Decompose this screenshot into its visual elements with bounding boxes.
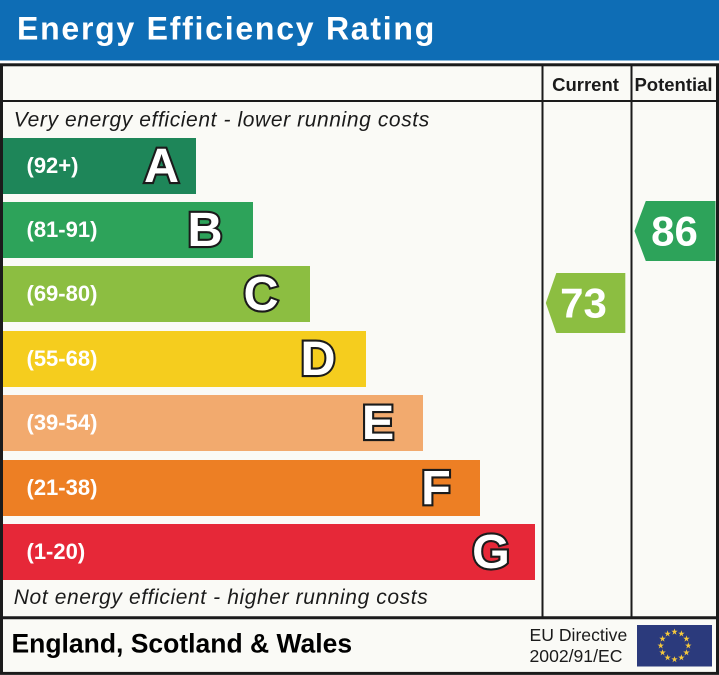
- svg-text:EU Directive: EU Directive: [530, 625, 628, 645]
- svg-text:A: A: [144, 139, 179, 193]
- svg-text:73: 73: [560, 279, 607, 326]
- svg-text:(21-38): (21-38): [27, 475, 98, 500]
- svg-text:E: E: [362, 396, 394, 450]
- svg-text:(1-20): (1-20): [27, 539, 86, 564]
- svg-text:C: C: [243, 267, 278, 321]
- svg-text:(39-54): (39-54): [27, 410, 98, 435]
- svg-text:Very energy efficient - lower: Very energy efficient - lower running co…: [14, 109, 430, 132]
- svg-text:2002/91/EC: 2002/91/EC: [530, 646, 623, 666]
- svg-text:(81-91): (81-91): [27, 217, 98, 242]
- svg-text:Current: Current: [552, 74, 619, 95]
- svg-text:Potential: Potential: [634, 74, 712, 95]
- svg-text:(55-68): (55-68): [27, 346, 98, 371]
- svg-text:86: 86: [651, 207, 698, 254]
- svg-text:G: G: [472, 525, 510, 579]
- svg-text:F: F: [421, 461, 451, 515]
- svg-text:D: D: [300, 332, 335, 386]
- svg-text:(69-80): (69-80): [27, 281, 98, 306]
- svg-text:Not energy efficient - higher: Not energy efficient - higher running co…: [14, 586, 429, 609]
- svg-text:B: B: [187, 203, 222, 257]
- svg-text:Energy Efficiency Rating: Energy Efficiency Rating: [17, 10, 436, 46]
- svg-text:England, Scotland & Wales: England, Scotland & Wales: [12, 629, 353, 659]
- svg-text:(92+): (92+): [27, 153, 79, 178]
